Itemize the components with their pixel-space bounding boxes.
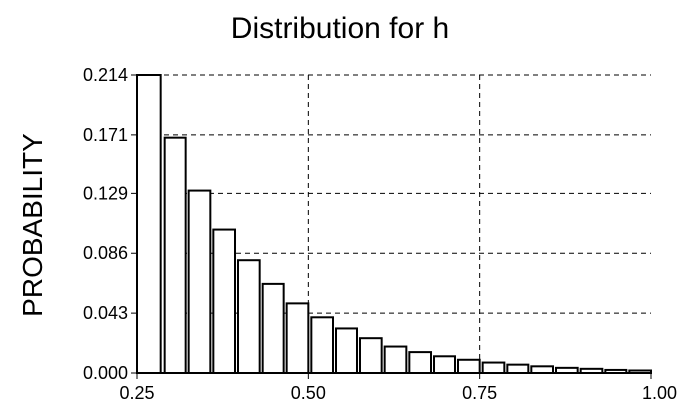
histogram-bar <box>383 345 408 374</box>
histogram-bar <box>163 136 187 374</box>
histogram-bar <box>358 337 383 375</box>
x-tick-label: 0.25 <box>119 383 154 403</box>
axes <box>131 74 652 379</box>
y-tick-label: 0.129 <box>83 183 128 203</box>
histogram-bar <box>408 351 433 375</box>
histogram-bar <box>285 302 310 375</box>
y-tick-label: 0.043 <box>83 303 128 323</box>
chart-title: Distribution for h <box>231 12 449 45</box>
x-tick-label: 0.75 <box>462 383 497 403</box>
histogram-bar <box>530 365 554 374</box>
histogram-bar <box>310 316 335 375</box>
histogram-bar <box>506 363 530 375</box>
y-tick-label: 0.214 <box>83 65 128 85</box>
histogram-bar <box>212 228 237 374</box>
y-tick-label: 0.171 <box>83 125 128 145</box>
histogram-bar <box>237 259 261 374</box>
x-tick-label: 1.00 <box>642 383 677 403</box>
histogram-bar <box>261 282 285 375</box>
histogram-bar <box>456 358 481 374</box>
histogram-bar <box>433 355 456 375</box>
histogram-bar <box>136 74 162 374</box>
y-axis-label: PROBABILITY <box>17 133 48 317</box>
y-tick-label: 0.086 <box>83 243 128 263</box>
bars <box>136 74 653 375</box>
histogram-bar <box>481 361 506 374</box>
histogram-bar <box>187 189 212 374</box>
x-tick-label: 0.50 <box>291 383 326 403</box>
histogram-bar <box>335 327 358 374</box>
y-tick-label: 0.000 <box>83 363 128 383</box>
tick-labels: 0.000 0.043 0.086 0.129 0.171 0.214 0.25 0.50 0.… <box>83 65 677 403</box>
